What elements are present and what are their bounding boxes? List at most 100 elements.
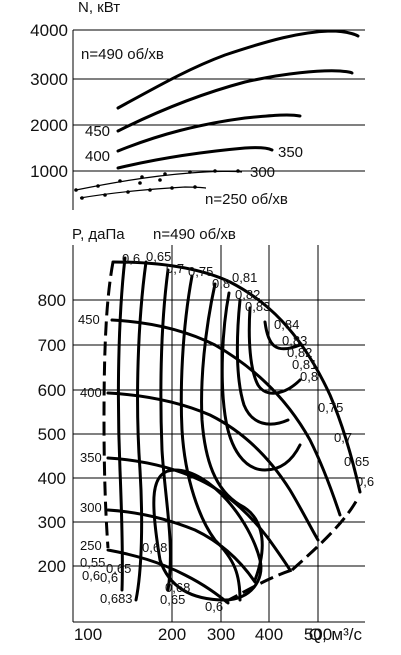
pressure-xtick-100: 100 bbox=[74, 625, 102, 644]
power-label-350: 350 bbox=[278, 144, 303, 161]
power-point bbox=[138, 181, 142, 185]
efficiency-line-0,8 bbox=[200, 282, 264, 582]
eff-top-0,75: 0,75 bbox=[188, 264, 213, 279]
pressure-xtick-200: 200 bbox=[158, 625, 186, 644]
efficiency-line-0,81 bbox=[220, 291, 302, 472]
eff-right-0,7: 0,7 bbox=[334, 430, 352, 445]
eff-bottom-0,6: 0,6 bbox=[82, 568, 100, 583]
eff-top-0,81: 0,81 bbox=[232, 270, 257, 285]
eff-top-0,65: 0,65 bbox=[146, 249, 171, 264]
efficiency-line-0,82 bbox=[235, 298, 290, 426]
power-tick-4000: 4000 bbox=[30, 21, 68, 40]
power-y-axis-label: N, кВт bbox=[78, 0, 120, 16]
power-measured-points bbox=[74, 169, 240, 200]
power-curve-450 bbox=[116, 69, 354, 133]
power-curve-300 bbox=[75, 170, 243, 191]
eff-bottom-0,55: 0,55 bbox=[80, 555, 105, 570]
eff-right-0,65: 0,65 bbox=[344, 454, 369, 469]
eff-right-0,81: 0,81 bbox=[292, 357, 317, 372]
eff-bottom-0,65: 0,65 bbox=[106, 561, 131, 576]
eff-right-0,6: 0,6 bbox=[356, 474, 374, 489]
pressure-curve-300 bbox=[106, 508, 257, 584]
eff-right-0,84: 0,84 bbox=[274, 317, 299, 332]
power-point bbox=[158, 178, 162, 182]
pressure-tick-200: 200 bbox=[38, 557, 66, 576]
eff-bottom-0,68: 0,68 bbox=[165, 580, 190, 595]
speed-label-350: 350 bbox=[80, 450, 102, 465]
pressure-tick-300: 300 bbox=[38, 513, 66, 532]
speed-label-300: 300 bbox=[80, 500, 102, 515]
efficiency-loop-0,68 bbox=[152, 468, 263, 602]
power-label-490: n=490 об/хв bbox=[81, 46, 164, 63]
power-point bbox=[96, 184, 100, 188]
speed-label-400: 400 bbox=[80, 385, 102, 400]
power-point bbox=[103, 193, 107, 197]
eff-bottom-0,6b: 0,6 bbox=[100, 570, 118, 585]
power-point bbox=[80, 196, 84, 200]
pressure-tick-500: 500 bbox=[38, 425, 66, 444]
power-point bbox=[148, 188, 152, 192]
power-panel: N, кВт 4000 3000 2000 1000 bbox=[30, 0, 365, 210]
power-point bbox=[74, 188, 78, 192]
power-tick-3000: 3000 bbox=[30, 70, 68, 89]
power-point bbox=[213, 169, 217, 173]
pressure-xtick-500: 500 bbox=[304, 625, 332, 644]
eff-bottom-0,683: 0,683 bbox=[100, 591, 133, 606]
right-boundary bbox=[291, 497, 360, 572]
eff-bottom-0,68-inner: 0,68 bbox=[142, 540, 167, 555]
eff-right-0,75: 0,75 bbox=[318, 400, 343, 415]
eff-top-0,82: 0,82 bbox=[235, 287, 260, 302]
pressure-xtick-300: 300 bbox=[207, 625, 235, 644]
surge-boundary bbox=[102, 261, 115, 549]
power-point bbox=[118, 179, 122, 183]
eff-bottom-0,65b: 0,65 bbox=[160, 592, 185, 607]
pressure-curve-450 bbox=[110, 318, 342, 517]
power-curve-350 bbox=[116, 146, 274, 170]
power-point bbox=[140, 175, 144, 179]
power-label-300: 300 bbox=[250, 164, 275, 181]
pressure-tick-600: 600 bbox=[38, 381, 66, 400]
lower-boundary bbox=[224, 568, 293, 604]
pressure-chart-title: n=490 об/хв bbox=[153, 226, 236, 243]
efficiency-line-0,83 bbox=[247, 306, 302, 395]
pressure-curve-490 bbox=[111, 260, 362, 494]
pressure-panel: P, даПа n=490 об/хв 800 700 600 500 400 … bbox=[38, 226, 374, 644]
eff-top-0,83: 0,83 bbox=[245, 299, 270, 314]
efficiency-line-0,65 bbox=[134, 260, 148, 602]
pressure-curve-250 bbox=[106, 548, 230, 605]
efficiency-line-0,84 bbox=[263, 320, 302, 351]
power-label-450: 450 bbox=[85, 123, 110, 140]
power-curve-490 bbox=[116, 29, 360, 110]
eff-right-0,8: 0,8 bbox=[300, 369, 318, 384]
power-curve-250 bbox=[79, 186, 207, 199]
speed-label-250: 250 bbox=[80, 538, 102, 553]
pressure-curve-400 bbox=[106, 391, 320, 542]
eff-top-0,8: 0,8 bbox=[212, 276, 230, 291]
eff-top-0,6: 0,6 bbox=[122, 251, 140, 266]
pressure-tick-800: 800 bbox=[38, 291, 66, 310]
power-point bbox=[170, 186, 174, 190]
power-tick-1000: 1000 bbox=[30, 162, 68, 181]
pressure-tick-700: 700 bbox=[38, 336, 66, 355]
eff-right-0,82: 0,82 bbox=[287, 345, 312, 360]
power-point bbox=[193, 185, 197, 189]
power-curve-400 bbox=[116, 113, 302, 153]
pressure-tick-400: 400 bbox=[38, 469, 66, 488]
eff-right-0,83: 0,83 bbox=[282, 333, 307, 348]
efficiency-line-0,6 bbox=[116, 256, 127, 592]
power-point bbox=[126, 190, 130, 194]
eff-top-0,7: 0,7 bbox=[166, 261, 184, 276]
pressure-x-axis-label: Q, м³/с bbox=[309, 625, 363, 644]
power-label-250: n=250 об/хв bbox=[205, 191, 288, 208]
power-label-400: 400 bbox=[85, 148, 110, 165]
power-tick-2000: 2000 bbox=[30, 116, 68, 135]
power-point bbox=[236, 169, 240, 173]
eff-bottom-0,6c: 0,6 bbox=[205, 599, 223, 614]
pressure-y-axis-label: P, даПа bbox=[72, 226, 125, 243]
power-point bbox=[188, 170, 192, 174]
power-point bbox=[163, 172, 167, 176]
efficiency-line-0,75 bbox=[179, 274, 242, 602]
pressure-xtick-400: 400 bbox=[255, 625, 283, 644]
efficiency-line-0,7 bbox=[159, 268, 172, 592]
